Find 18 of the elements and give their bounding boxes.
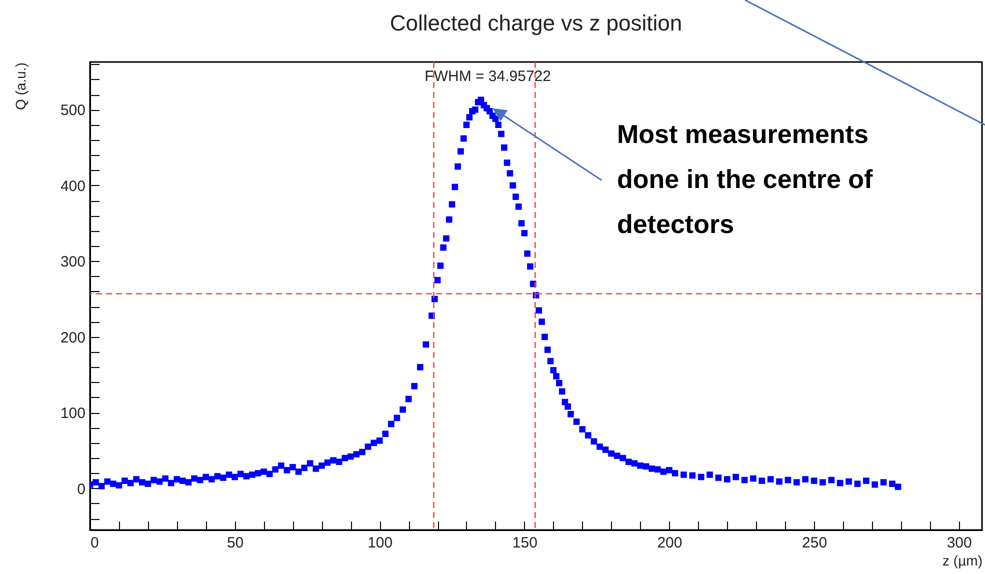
x-tick-label: 250: [802, 534, 828, 552]
y-tick-label: 400: [60, 178, 86, 195]
y-tick-label: 0: [77, 480, 86, 498]
y-tick-label: 500: [60, 102, 86, 120]
x-tick-label: 300: [946, 534, 972, 552]
y-tick-label: 300: [60, 254, 86, 271]
x-tick-label: 50: [226, 534, 244, 552]
annotation: FWHM = 34.95722: [424, 68, 551, 85]
annotation: Most measurements done in the centre of detectors: [617, 119, 874, 239]
chart-title: Collected charge vs z position: [390, 10, 682, 36]
x-axis-title: z (µm): [942, 552, 982, 568]
x-tick-label: 0: [90, 534, 99, 552]
y-tick-label: 100: [60, 405, 86, 422]
x-tick-label: 150: [512, 534, 538, 552]
y-tick-label: 200: [60, 329, 86, 346]
x-tick-label: 200: [657, 534, 682, 552]
y-axis-title: Q (a.u.): [12, 62, 28, 110]
x-tick-label: 100: [368, 534, 393, 552]
